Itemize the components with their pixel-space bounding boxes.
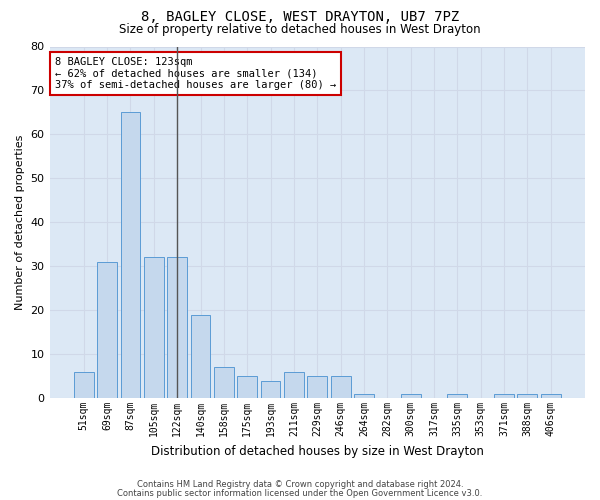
Text: Contains public sector information licensed under the Open Government Licence v3: Contains public sector information licen… [118,488,482,498]
Bar [331,376,350,398]
Text: Size of property relative to detached houses in West Drayton: Size of property relative to detached ho… [119,22,481,36]
Text: Contains HM Land Registry data © Crown copyright and database right 2024.: Contains HM Land Registry data © Crown c… [137,480,463,489]
Bar [214,368,234,398]
Bar [517,394,538,398]
Bar [167,258,187,398]
Text: 8 BAGLEY CLOSE: 123sqm
← 62% of detached houses are smaller (134)
37% of semi-de: 8 BAGLEY CLOSE: 123sqm ← 62% of detached… [55,57,336,90]
Bar [238,376,257,398]
Bar [541,394,560,398]
Bar [448,394,467,398]
Bar [354,394,374,398]
Bar [494,394,514,398]
Y-axis label: Number of detached properties: Number of detached properties [15,134,25,310]
X-axis label: Distribution of detached houses by size in West Drayton: Distribution of detached houses by size … [151,444,484,458]
Bar [144,258,164,398]
Bar [74,372,94,398]
Bar [97,262,117,398]
Bar [401,394,421,398]
Bar [191,314,211,398]
Text: 8, BAGLEY CLOSE, WEST DRAYTON, UB7 7PZ: 8, BAGLEY CLOSE, WEST DRAYTON, UB7 7PZ [141,10,459,24]
Bar [307,376,327,398]
Bar [260,380,280,398]
Bar [284,372,304,398]
Bar [121,112,140,398]
